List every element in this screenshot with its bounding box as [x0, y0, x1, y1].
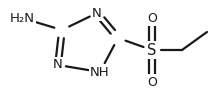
Text: NH: NH — [90, 66, 110, 78]
Text: N: N — [53, 59, 63, 71]
Text: H₂N: H₂N — [9, 12, 35, 25]
Text: S: S — [147, 43, 157, 57]
Text: N: N — [92, 6, 102, 19]
Text: O: O — [147, 75, 157, 88]
Text: O: O — [147, 12, 157, 25]
